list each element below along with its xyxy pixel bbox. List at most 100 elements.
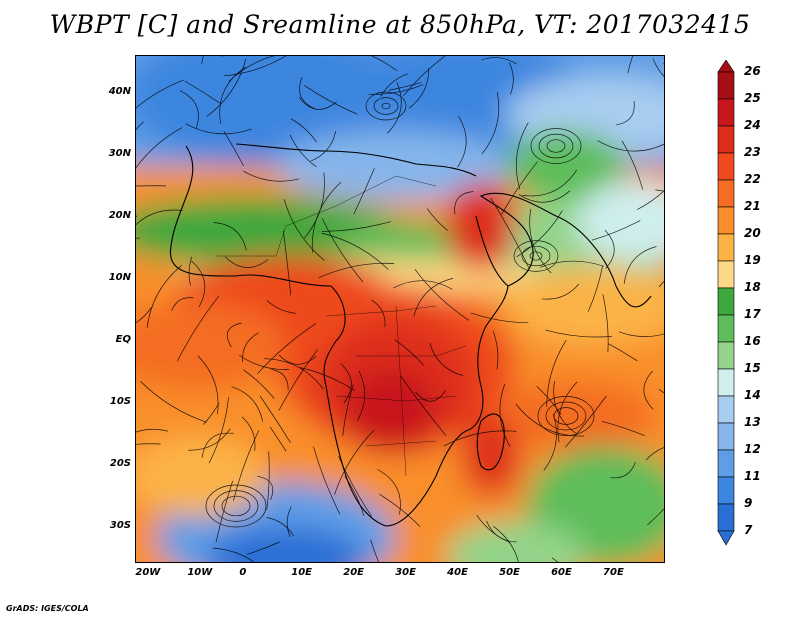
streamline (136, 121, 144, 131)
streamline (493, 526, 519, 562)
lat-tick-label: 40N (108, 86, 131, 98)
lat-tick-label: 30S (109, 519, 131, 531)
streamline-swirl (365, 91, 407, 121)
streamline (201, 56, 204, 64)
lon-tick-label: 10E (291, 567, 313, 578)
streamline (541, 283, 579, 300)
colorbar (717, 60, 735, 546)
streamline (647, 508, 664, 526)
streamline-swirl (205, 484, 267, 528)
streamline (278, 354, 317, 365)
streamline (304, 172, 325, 239)
colorbar-segment (717, 341, 735, 370)
colorbar-label: 26 (744, 64, 761, 78)
streamline (413, 278, 454, 317)
streamline (492, 330, 499, 370)
lon-tick-label: 20E (343, 567, 364, 578)
streamline (429, 342, 463, 376)
streamline (601, 420, 645, 437)
colorbar-segment (717, 449, 735, 478)
streamline (529, 208, 552, 274)
colorbar-segment (717, 98, 735, 127)
credit-text: GrADS: IGES/COLA (6, 604, 89, 613)
streamline (545, 329, 612, 338)
colorbar-segment (717, 368, 735, 397)
streamline (645, 447, 664, 461)
streamline (377, 469, 401, 515)
streamline (387, 82, 402, 134)
colorbar-label: 17 (744, 307, 761, 321)
colorbar-segment (717, 395, 735, 424)
streamline-swirl (373, 97, 399, 115)
streamline (184, 80, 222, 105)
streamline-swirl (513, 240, 559, 272)
colorbar-segment (717, 71, 735, 100)
lon-tick-label: 10W (187, 567, 213, 578)
colorbar-segment (717, 287, 735, 316)
colorbar-min-triangle (717, 530, 735, 546)
wbpt-field (136, 56, 664, 562)
streamline (283, 199, 325, 261)
streamline (201, 432, 234, 458)
streamline (310, 131, 337, 162)
streamline (269, 426, 287, 452)
colorbar-segment (717, 422, 735, 451)
streamline (515, 403, 584, 437)
streamline (546, 339, 567, 407)
streamline (371, 299, 386, 328)
streamline (481, 91, 500, 155)
streamline (597, 140, 664, 152)
streamline (400, 375, 447, 437)
streamline (499, 383, 511, 447)
lon-tick-label: 50E (499, 567, 520, 578)
streamline (226, 322, 242, 348)
lon-tick-label: 30E (395, 567, 416, 578)
colorbar-label: 7 (744, 523, 753, 537)
colorbar-segment (717, 233, 735, 262)
country-borders (216, 175, 467, 477)
streamline (321, 232, 389, 270)
streamline (618, 331, 664, 337)
colorbar-label: 21 (744, 199, 761, 213)
streamline (136, 443, 161, 445)
streamline (501, 161, 538, 215)
streamline (266, 451, 270, 511)
colorbar-label: 24 (744, 118, 761, 132)
streamline (454, 191, 474, 215)
streamline (481, 57, 517, 65)
streamline (213, 222, 247, 251)
colorbar-segment (717, 179, 735, 208)
streamline (658, 280, 664, 288)
streamline-swirl (381, 102, 391, 110)
colorbar-segment (717, 503, 735, 532)
streamline (553, 380, 578, 435)
streamline (146, 265, 183, 328)
colorbar-max-triangle (717, 60, 735, 73)
streamline (206, 58, 247, 117)
streamline (243, 170, 300, 182)
streamline (311, 182, 342, 253)
streamline (304, 85, 358, 115)
streamline (188, 428, 231, 451)
streamline (177, 295, 220, 362)
streamline (443, 430, 517, 447)
streamline (509, 62, 514, 95)
streamline (604, 230, 615, 269)
streamline (403, 56, 446, 97)
streamline (242, 332, 259, 363)
streamline (238, 354, 290, 370)
streamline (353, 168, 375, 215)
coastlines (169, 143, 652, 527)
streamline-swirl (529, 251, 543, 261)
streamline (286, 506, 292, 537)
lon-tick-label: 40E (447, 567, 468, 578)
streamline (565, 395, 607, 448)
streamline (136, 185, 167, 187)
colorbar-label: 9 (744, 496, 753, 510)
colorbar-label: 18 (744, 280, 761, 294)
streamline (289, 134, 317, 168)
streamline (378, 493, 421, 527)
streamline (457, 116, 467, 168)
streamline (188, 256, 193, 286)
colorbar-segment (717, 260, 735, 289)
